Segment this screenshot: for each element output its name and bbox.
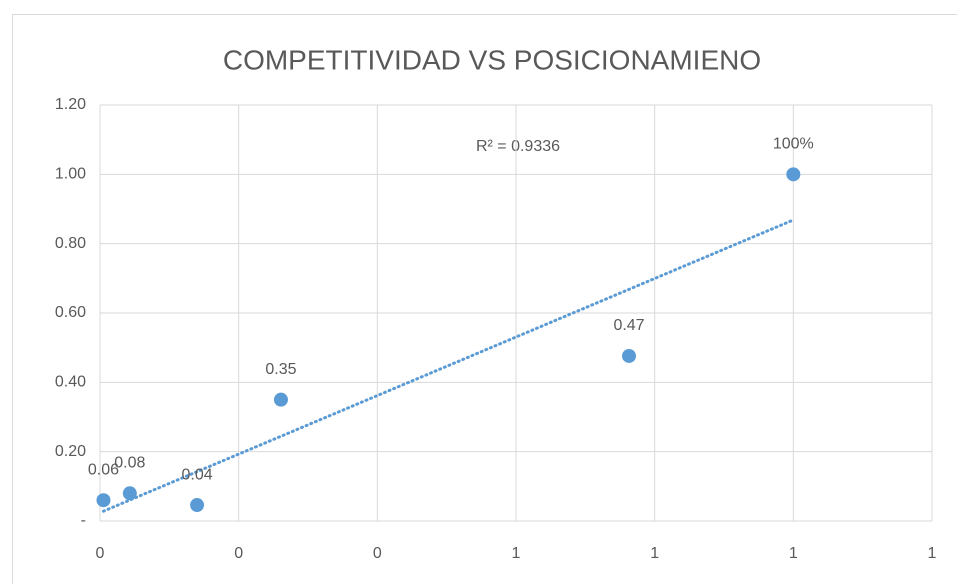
y-tick-label: 1.00 — [55, 166, 86, 183]
x-tick-label: 1 — [650, 545, 659, 562]
chart-title: COMPETITIVIDAD VS POSICIONAMIENO — [223, 44, 761, 75]
x-tick-label: 1 — [928, 545, 937, 562]
x-tick-label: 0 — [373, 545, 382, 562]
y-tick-label: 1.20 — [55, 96, 86, 113]
data-label: 0.47 — [613, 317, 644, 334]
data-label: 0.08 — [114, 454, 145, 471]
data-label: 0.06 — [88, 461, 119, 478]
y-tick-label: 0.80 — [55, 235, 86, 252]
chart-border — [12, 14, 957, 584]
x-tick-label: 0 — [96, 545, 105, 562]
point — [96, 493, 111, 508]
x-tick-label: 1 — [512, 545, 521, 562]
data-label: 0.35 — [265, 361, 296, 378]
y-tick-label: 0.60 — [55, 304, 86, 321]
point — [190, 498, 205, 513]
point — [273, 392, 288, 407]
point — [122, 486, 137, 501]
x-tick-label: 0 — [234, 545, 243, 562]
data-label: 0.04 — [181, 466, 212, 483]
trendline — [101, 218, 795, 513]
annotation: R² = 0.9336 — [476, 138, 560, 155]
point — [786, 167, 801, 182]
y-tick-label: 0.20 — [55, 443, 86, 460]
data-label: 100% — [773, 136, 814, 153]
y-tick-label: 0.40 — [55, 374, 86, 391]
point — [622, 348, 637, 363]
y-tick-label: - — [81, 512, 86, 529]
x-tick-label: 1 — [789, 545, 798, 562]
